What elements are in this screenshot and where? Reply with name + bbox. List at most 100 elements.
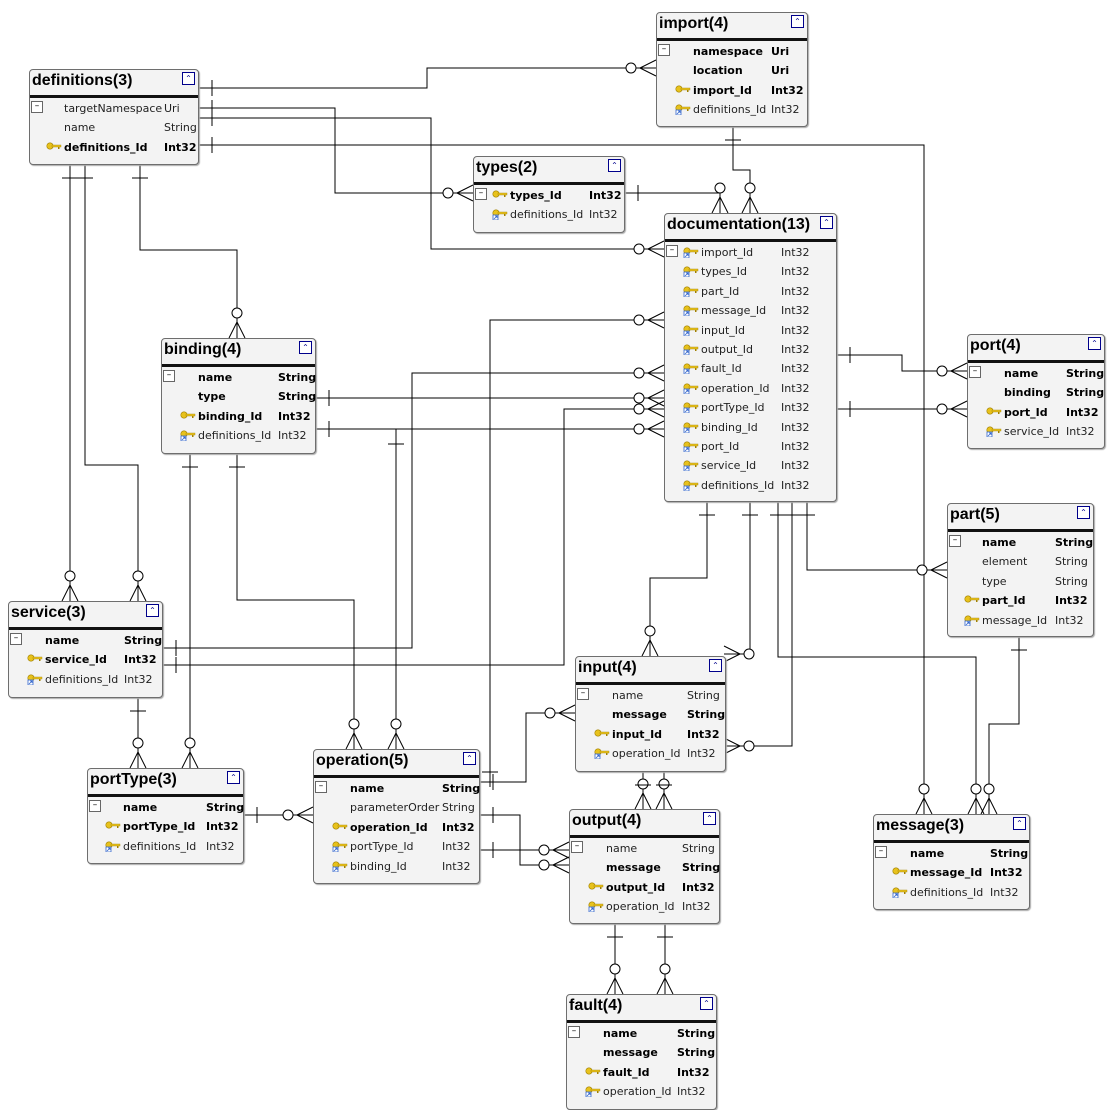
collapse-minus-icon[interactable]: – [163, 370, 175, 382]
field-row[interactable]: targetNamespace Uri [64, 99, 196, 118]
table-documentation[interactable]: documentation(13) ⌃ – import_Id Int32 types_I… [664, 213, 837, 502]
field-row[interactable]: portType_Id Int32 [105, 817, 241, 836]
table-porttype[interactable]: portType(3) ⌃ – name String portType_Id Int32 d… [87, 768, 244, 864]
collapse-minus-icon[interactable]: – [969, 366, 981, 378]
collapse-minus-icon[interactable]: – [875, 846, 887, 858]
field-row[interactable]: name String [606, 839, 717, 858]
table-import[interactable]: import(4) ⌃ – namespace Uri location Uri import… [656, 12, 808, 127]
field-row[interactable]: operation_Id Int32 [594, 744, 723, 763]
table-port[interactable]: port(4) ⌃ – name String binding String port_Id I… [967, 334, 1105, 449]
field-row[interactable]: name String [1004, 364, 1104, 383]
field-row[interactable]: types_Id Int32 [492, 186, 622, 205]
table-header[interactable]: output(4) ⌃ [570, 810, 719, 838]
table-header[interactable]: input(4) ⌃ [576, 657, 725, 685]
table-header[interactable]: service(3) ⌃ [9, 602, 162, 630]
table-header[interactable]: operation(5) ⌃ [314, 750, 479, 778]
field-row[interactable]: part_Id Int32 [683, 282, 834, 301]
field-row[interactable]: name String [45, 631, 162, 650]
field-row[interactable]: name String [64, 118, 197, 137]
field-row[interactable]: operation_Id Int32 [585, 1082, 714, 1101]
field-row[interactable]: definitions_Id Int32 [892, 883, 1027, 902]
collapse-chevron-icon[interactable]: ⌃ [146, 604, 159, 617]
field-row[interactable]: part_Id Int32 [964, 591, 1091, 610]
field-row[interactable]: message_Id Int32 [683, 301, 834, 320]
field-row[interactable]: definitions_Id Int32 [683, 476, 834, 495]
table-header[interactable]: fault(4) ⌃ [567, 995, 716, 1023]
collapse-chevron-icon[interactable]: ⌃ [299, 341, 312, 354]
field-row[interactable]: definitions_Id Int32 [675, 100, 805, 119]
collapse-chevron-icon[interactable]: ⌃ [709, 659, 722, 672]
collapse-chevron-icon[interactable]: ⌃ [463, 752, 476, 765]
field-row[interactable]: name String [612, 686, 723, 705]
field-row[interactable]: portType_Id Int32 [683, 398, 834, 417]
field-row[interactable]: service_Id Int32 [986, 422, 1102, 441]
field-row[interactable]: operation_Id Int32 [588, 897, 717, 916]
collapse-chevron-icon[interactable]: ⌃ [820, 216, 833, 229]
field-row[interactable]: input_Id Int32 [594, 725, 723, 744]
field-row[interactable]: output_Id Int32 [588, 878, 717, 897]
field-row[interactable]: message String [612, 705, 725, 724]
field-row[interactable]: message_Id Int32 [964, 611, 1091, 630]
field-row[interactable]: definitions_Id Int32 [492, 205, 622, 224]
collapse-minus-icon[interactable]: – [475, 188, 487, 200]
table-header[interactable]: import(4) ⌃ [657, 13, 807, 41]
field-row[interactable]: name String [910, 844, 1028, 863]
field-row[interactable]: binding_Id Int32 [332, 857, 477, 876]
collapse-minus-icon[interactable]: – [568, 1026, 580, 1038]
table-output[interactable]: output(4) ⌃ – name String message String output… [569, 809, 720, 924]
collapse-chevron-icon[interactable]: ⌃ [227, 771, 240, 784]
field-row[interactable]: location Uri [693, 61, 805, 80]
field-row[interactable]: definitions_Id Int32 [180, 426, 313, 445]
field-row[interactable]: service_Id Int32 [683, 456, 834, 475]
field-row[interactable]: operation_Id Int32 [683, 379, 834, 398]
table-binding[interactable]: binding(4) ⌃ – name String type String binding_… [161, 338, 316, 454]
field-row[interactable]: type String [198, 387, 316, 406]
field-row[interactable]: output_Id Int32 [683, 340, 834, 359]
field-row[interactable]: namespace Uri [693, 42, 805, 61]
table-header[interactable]: types(2) ⌃ [474, 157, 624, 185]
table-header[interactable]: port(4) ⌃ [968, 335, 1104, 363]
field-row[interactable]: binding_Id Int32 [180, 407, 313, 426]
collapse-chevron-icon[interactable]: ⌃ [700, 997, 713, 1010]
field-row[interactable]: import_Id Int32 [683, 243, 834, 262]
field-row[interactable]: input_Id Int32 [683, 321, 834, 340]
field-row[interactable]: binding_Id Int32 [683, 418, 834, 437]
field-row[interactable]: message_Id Int32 [892, 863, 1027, 882]
collapse-minus-icon[interactable]: – [31, 101, 43, 113]
table-header[interactable]: message(3) ⌃ [874, 815, 1029, 843]
field-row[interactable]: message String [603, 1043, 715, 1062]
collapse-chevron-icon[interactable]: ⌃ [791, 15, 804, 28]
field-row[interactable]: definitions_Id Int32 [27, 670, 160, 689]
field-row[interactable]: name String [350, 779, 480, 798]
field-row[interactable]: port_Id Int32 [683, 437, 834, 456]
collapse-chevron-icon[interactable]: ⌃ [1077, 506, 1090, 519]
field-row[interactable]: name String [123, 798, 244, 817]
field-row[interactable]: name String [982, 533, 1093, 552]
field-row[interactable]: operation_Id Int32 [332, 818, 477, 837]
collapse-minus-icon[interactable]: – [577, 688, 589, 700]
table-header[interactable]: portType(3) ⌃ [88, 769, 243, 797]
table-part[interactable]: part(5) ⌃ – name String element String type Stri… [947, 503, 1094, 637]
table-definitions[interactable]: definitions(3) ⌃ – targetNamespace Uri name St… [29, 69, 199, 165]
table-input[interactable]: input(4) ⌃ – name String message String input_I… [575, 656, 726, 772]
collapse-minus-icon[interactable]: – [949, 535, 961, 547]
collapse-minus-icon[interactable]: – [658, 44, 670, 56]
collapse-chevron-icon[interactable]: ⌃ [1013, 817, 1026, 830]
table-types[interactable]: types(2) ⌃ – types_Id Int32 definitions_Id Int… [473, 156, 625, 233]
field-row[interactable]: definitions_Id Int32 [105, 837, 241, 856]
table-header[interactable]: documentation(13) ⌃ [665, 214, 836, 242]
field-row[interactable]: import_Id Int32 [675, 81, 805, 100]
collapse-chevron-icon[interactable]: ⌃ [1088, 337, 1101, 350]
table-header[interactable]: definitions(3) ⌃ [30, 70, 198, 98]
collapse-minus-icon[interactable]: – [10, 633, 22, 645]
field-row[interactable]: type String [982, 572, 1091, 591]
field-row[interactable]: binding String [1004, 383, 1104, 402]
field-row[interactable]: element String [982, 552, 1091, 571]
field-row[interactable]: service_Id Int32 [27, 650, 160, 669]
collapse-minus-icon[interactable]: – [315, 781, 327, 793]
collapse-minus-icon[interactable]: – [89, 800, 101, 812]
field-row[interactable]: name String [603, 1024, 715, 1043]
field-row[interactable]: fault_Id Int32 [585, 1063, 714, 1082]
table-service[interactable]: service(3) ⌃ – name String service_Id Int32 def… [8, 601, 163, 698]
collapse-chevron-icon[interactable]: ⌃ [608, 159, 621, 172]
